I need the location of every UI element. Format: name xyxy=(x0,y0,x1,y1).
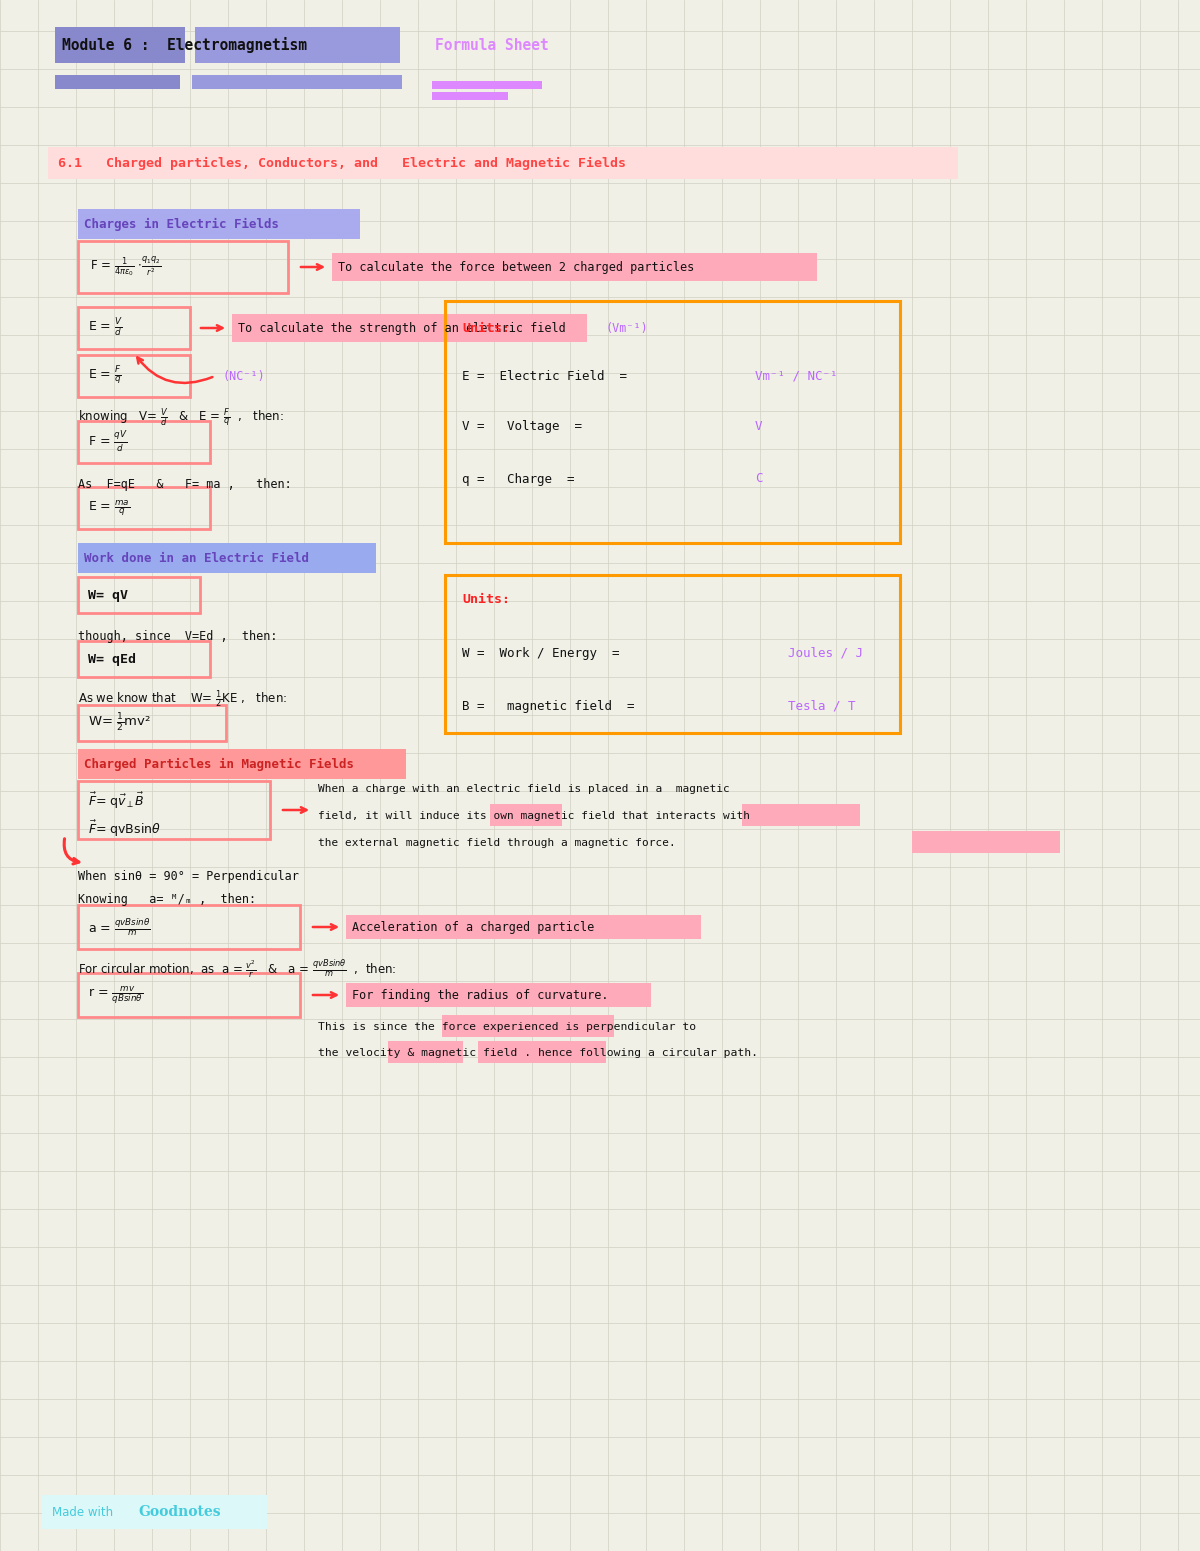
Text: Goodnotes: Goodnotes xyxy=(138,1504,221,1518)
Bar xyxy=(48,147,958,178)
Bar xyxy=(192,74,402,88)
Bar xyxy=(332,253,817,281)
Bar xyxy=(432,81,542,88)
Bar xyxy=(78,749,406,779)
Text: Knowing   a= ᴹ/ₘ ,  then:: Knowing a= ᴹ/ₘ , then: xyxy=(78,892,256,906)
Text: B =   magnetic field  =: B = magnetic field = xyxy=(462,700,635,712)
Bar xyxy=(78,972,300,1017)
Bar xyxy=(78,420,210,464)
Bar xyxy=(194,26,400,64)
Text: field, it will induce its own magnetic field that interacts with: field, it will induce its own magnetic f… xyxy=(318,811,750,820)
Text: V: V xyxy=(755,419,762,433)
Text: This is since the force experienced is perpendicular to: This is since the force experienced is p… xyxy=(318,1022,696,1031)
Text: E = $\frac{F}{q}$: E = $\frac{F}{q}$ xyxy=(88,364,122,388)
Bar xyxy=(78,307,190,349)
Text: (NC⁻¹): (NC⁻¹) xyxy=(222,369,265,383)
Bar xyxy=(742,803,860,827)
Bar xyxy=(55,26,185,64)
Bar xyxy=(78,543,376,572)
Bar xyxy=(78,487,210,529)
Text: a = $\frac{qvBsin\theta}{m}$: a = $\frac{qvBsin\theta}{m}$ xyxy=(88,917,151,938)
Text: Formula Sheet: Formula Sheet xyxy=(434,37,548,53)
Bar xyxy=(442,1014,614,1038)
Text: W= qEd: W= qEd xyxy=(88,653,136,665)
Text: Units:: Units: xyxy=(462,321,510,335)
Text: $\vec{F}$= q$\vec{v}_\perp\vec{B}$: $\vec{F}$= q$\vec{v}_\perp\vec{B}$ xyxy=(88,791,145,811)
Bar xyxy=(78,240,288,293)
Bar xyxy=(388,1041,463,1062)
Text: E =  Electric Field  =: E = Electric Field = xyxy=(462,369,628,383)
Bar xyxy=(490,803,562,827)
Text: q =   Charge  =: q = Charge = xyxy=(462,473,575,485)
Text: W= $\frac{1}{2}$mv²: W= $\frac{1}{2}$mv² xyxy=(88,712,151,734)
Text: V =   Voltage  =: V = Voltage = xyxy=(462,419,582,433)
Text: E = $\frac{V}{d}$: E = $\frac{V}{d}$ xyxy=(88,316,122,340)
Bar xyxy=(232,313,587,343)
Bar xyxy=(346,915,701,938)
Text: r = $\frac{mv}{qBsin\theta}$: r = $\frac{mv}{qBsin\theta}$ xyxy=(88,983,143,1007)
Text: As we know that    W= $\frac{1}{2}$KE ,   then:: As we know that W= $\frac{1}{2}$KE , the… xyxy=(78,689,287,710)
Text: F = $\frac{qV}{d}$: F = $\frac{qV}{d}$ xyxy=(88,430,127,454)
Text: 6.1   Charged particles, Conductors, and   Electric and Magnetic Fields: 6.1 Charged particles, Conductors, and E… xyxy=(58,157,626,169)
Text: W =  Work / Energy  =: W = Work / Energy = xyxy=(462,647,619,659)
Text: Tesla / T: Tesla / T xyxy=(788,700,856,712)
Bar xyxy=(445,575,900,734)
Bar xyxy=(346,983,650,1007)
Bar xyxy=(78,577,200,613)
Bar xyxy=(478,1041,606,1062)
Bar xyxy=(78,355,190,397)
Bar xyxy=(78,706,226,741)
Bar xyxy=(912,831,1060,853)
Text: Work done in an Electric Field: Work done in an Electric Field xyxy=(84,552,310,565)
Text: Module 6 :  Electromagnetism: Module 6 : Electromagnetism xyxy=(62,37,307,53)
Bar xyxy=(78,641,210,676)
Text: the velocity & magnetic field . hence following a circular path.: the velocity & magnetic field . hence fo… xyxy=(318,1048,758,1058)
Text: C: C xyxy=(755,473,762,485)
Text: Charges in Electric Fields: Charges in Electric Fields xyxy=(84,217,278,231)
Text: Units:: Units: xyxy=(462,592,510,605)
Text: F = $\frac{1}{4\pi\varepsilon_0}$ $\cdot\frac{q_1q_2}{r^2}$: F = $\frac{1}{4\pi\varepsilon_0}$ $\cdot… xyxy=(90,256,162,278)
Text: Charged Particles in Magnetic Fields: Charged Particles in Magnetic Fields xyxy=(84,757,354,771)
Bar xyxy=(445,301,900,543)
Text: For circular motion,  as  a = $\frac{v^2}{r}$   &   a = $\frac{qvBsin\theta}{m}$: For circular motion, as a = $\frac{v^2}{… xyxy=(78,959,396,980)
Bar xyxy=(534,983,599,1007)
Bar xyxy=(42,1495,266,1529)
Bar xyxy=(78,209,360,239)
Bar xyxy=(432,92,508,99)
Text: though, since  V=Ed ,  then:: though, since V=Ed , then: xyxy=(78,630,277,642)
Text: Joules / J: Joules / J xyxy=(788,647,863,659)
Bar xyxy=(78,904,300,949)
Text: To calculate the force between 2 charged particles: To calculate the force between 2 charged… xyxy=(338,261,695,273)
Text: (Vm⁻¹): (Vm⁻¹) xyxy=(606,321,649,335)
Text: E = $\frac{ma}{q}$: E = $\frac{ma}{q}$ xyxy=(88,498,131,518)
Text: When a charge with an electric field is placed in a  magnetic: When a charge with an electric field is … xyxy=(318,783,730,794)
Text: $\vec{F}$= qvBsin$\theta$: $\vec{F}$= qvBsin$\theta$ xyxy=(88,819,161,839)
Text: Vm⁻¹ / NC⁻¹: Vm⁻¹ / NC⁻¹ xyxy=(755,369,838,383)
Text: Made with: Made with xyxy=(52,1506,121,1518)
Text: To calculate the strength of an electric field: To calculate the strength of an electric… xyxy=(238,321,565,335)
Text: As  F=qE   &   F= ma ,   then:: As F=qE & F= ma , then: xyxy=(78,478,292,490)
Text: the external magnetic field through a magnetic force.: the external magnetic field through a ma… xyxy=(318,838,676,848)
Bar xyxy=(78,782,270,839)
Bar xyxy=(55,74,180,88)
Text: knowing   V= $\frac{V}{d}$   &   E = $\frac{F}{q}$  ,   then:: knowing V= $\frac{V}{d}$ & E = $\frac{F}… xyxy=(78,406,284,430)
Text: Acceleration of a charged particle: Acceleration of a charged particle xyxy=(352,920,594,934)
Text: For finding the radius of curvature.: For finding the radius of curvature. xyxy=(352,988,608,1002)
Text: When sinθ = 90° = Perpendicular: When sinθ = 90° = Perpendicular xyxy=(78,870,299,883)
Text: W= qV: W= qV xyxy=(88,588,128,602)
